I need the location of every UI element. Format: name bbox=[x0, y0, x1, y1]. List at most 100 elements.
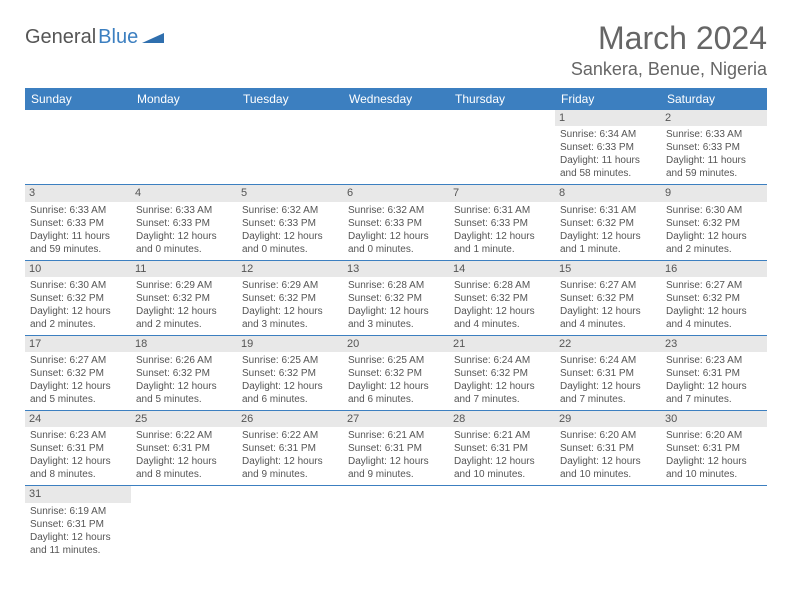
calendar-body: 1Sunrise: 6:34 AMSunset: 6:33 PMDaylight… bbox=[25, 110, 767, 561]
day-dl2: and 59 minutes. bbox=[666, 167, 762, 180]
day-ss: Sunset: 6:32 PM bbox=[348, 367, 444, 380]
day-sr: Sunrise: 6:22 AM bbox=[136, 429, 232, 442]
day-sr: Sunrise: 6:31 AM bbox=[560, 204, 656, 217]
day-ss: Sunset: 6:32 PM bbox=[30, 367, 126, 380]
day-dl2: and 4 minutes. bbox=[454, 318, 550, 331]
day-cell: 4Sunrise: 6:33 AMSunset: 6:33 PMDaylight… bbox=[131, 185, 237, 259]
week-row: 1Sunrise: 6:34 AMSunset: 6:33 PMDaylight… bbox=[25, 110, 767, 185]
day-number: 25 bbox=[131, 411, 237, 427]
day-dl2: and 9 minutes. bbox=[242, 468, 338, 481]
day-number: 20 bbox=[343, 336, 449, 352]
day-dl2: and 7 minutes. bbox=[560, 393, 656, 406]
weekday-header: Sunday bbox=[25, 88, 131, 110]
week-row: 10Sunrise: 6:30 AMSunset: 6:32 PMDayligh… bbox=[25, 261, 767, 336]
day-number: 1 bbox=[555, 110, 661, 126]
day-dl1: Daylight: 12 hours bbox=[454, 380, 550, 393]
day-sr: Sunrise: 6:33 AM bbox=[666, 128, 762, 141]
day-ss: Sunset: 6:31 PM bbox=[242, 442, 338, 455]
week-row: 17Sunrise: 6:27 AMSunset: 6:32 PMDayligh… bbox=[25, 336, 767, 411]
day-sr: Sunrise: 6:30 AM bbox=[30, 279, 126, 292]
day-dl1: Daylight: 12 hours bbox=[136, 230, 232, 243]
day-cell bbox=[237, 110, 343, 184]
day-number: 31 bbox=[25, 486, 131, 502]
day-cell bbox=[449, 110, 555, 184]
day-ss: Sunset: 6:31 PM bbox=[666, 367, 762, 380]
day-dl2: and 7 minutes. bbox=[666, 393, 762, 406]
day-ss: Sunset: 6:33 PM bbox=[136, 217, 232, 230]
day-cell: 22Sunrise: 6:24 AMSunset: 6:31 PMDayligh… bbox=[555, 336, 661, 410]
day-dl1: Daylight: 12 hours bbox=[348, 455, 444, 468]
day-sr: Sunrise: 6:29 AM bbox=[136, 279, 232, 292]
day-dl2: and 1 minute. bbox=[560, 243, 656, 256]
day-number: 26 bbox=[237, 411, 343, 427]
day-sr: Sunrise: 6:19 AM bbox=[30, 505, 126, 518]
day-dl1: Daylight: 12 hours bbox=[666, 230, 762, 243]
day-dl2: and 6 minutes. bbox=[242, 393, 338, 406]
day-number: 14 bbox=[449, 261, 555, 277]
day-ss: Sunset: 6:33 PM bbox=[242, 217, 338, 230]
day-cell: 5Sunrise: 6:32 AMSunset: 6:33 PMDaylight… bbox=[237, 185, 343, 259]
weekday-header: Thursday bbox=[449, 88, 555, 110]
day-number: 11 bbox=[131, 261, 237, 277]
weekday-header: Tuesday bbox=[237, 88, 343, 110]
header: GeneralBlue March 2024 Sankera, Benue, N… bbox=[25, 20, 767, 80]
day-dl2: and 10 minutes. bbox=[454, 468, 550, 481]
day-dl2: and 59 minutes. bbox=[30, 243, 126, 256]
day-ss: Sunset: 6:33 PM bbox=[666, 141, 762, 154]
day-dl1: Daylight: 12 hours bbox=[560, 305, 656, 318]
day-dl1: Daylight: 12 hours bbox=[666, 380, 762, 393]
day-ss: Sunset: 6:32 PM bbox=[560, 217, 656, 230]
day-dl2: and 2 minutes. bbox=[30, 318, 126, 331]
day-ss: Sunset: 6:33 PM bbox=[454, 217, 550, 230]
day-dl2: and 11 minutes. bbox=[30, 544, 126, 557]
day-number: 24 bbox=[25, 411, 131, 427]
day-number: 28 bbox=[449, 411, 555, 427]
day-sr: Sunrise: 6:30 AM bbox=[666, 204, 762, 217]
day-cell: 12Sunrise: 6:29 AMSunset: 6:32 PMDayligh… bbox=[237, 261, 343, 335]
day-dl1: Daylight: 12 hours bbox=[666, 305, 762, 318]
weekday-header-row: SundayMondayTuesdayWednesdayThursdayFrid… bbox=[25, 88, 767, 110]
day-cell bbox=[131, 486, 237, 560]
weekday-header: Monday bbox=[131, 88, 237, 110]
day-cell: 13Sunrise: 6:28 AMSunset: 6:32 PMDayligh… bbox=[343, 261, 449, 335]
day-cell: 11Sunrise: 6:29 AMSunset: 6:32 PMDayligh… bbox=[131, 261, 237, 335]
day-dl1: Daylight: 12 hours bbox=[30, 531, 126, 544]
day-dl2: and 10 minutes. bbox=[560, 468, 656, 481]
day-dl2: and 2 minutes. bbox=[666, 243, 762, 256]
day-cell bbox=[555, 486, 661, 560]
week-row: 24Sunrise: 6:23 AMSunset: 6:31 PMDayligh… bbox=[25, 411, 767, 486]
day-cell bbox=[343, 486, 449, 560]
day-cell: 8Sunrise: 6:31 AMSunset: 6:32 PMDaylight… bbox=[555, 185, 661, 259]
day-cell: 10Sunrise: 6:30 AMSunset: 6:32 PMDayligh… bbox=[25, 261, 131, 335]
day-sr: Sunrise: 6:33 AM bbox=[30, 204, 126, 217]
day-cell: 14Sunrise: 6:28 AMSunset: 6:32 PMDayligh… bbox=[449, 261, 555, 335]
day-cell: 1Sunrise: 6:34 AMSunset: 6:33 PMDaylight… bbox=[555, 110, 661, 184]
day-dl1: Daylight: 12 hours bbox=[136, 305, 232, 318]
day-cell: 28Sunrise: 6:21 AMSunset: 6:31 PMDayligh… bbox=[449, 411, 555, 485]
day-ss: Sunset: 6:31 PM bbox=[348, 442, 444, 455]
day-sr: Sunrise: 6:31 AM bbox=[454, 204, 550, 217]
day-sr: Sunrise: 6:32 AM bbox=[242, 204, 338, 217]
day-cell: 9Sunrise: 6:30 AMSunset: 6:32 PMDaylight… bbox=[661, 185, 767, 259]
day-number: 8 bbox=[555, 185, 661, 201]
weekday-header: Friday bbox=[555, 88, 661, 110]
day-ss: Sunset: 6:32 PM bbox=[136, 367, 232, 380]
day-dl2: and 2 minutes. bbox=[136, 318, 232, 331]
day-sr: Sunrise: 6:24 AM bbox=[454, 354, 550, 367]
day-number: 18 bbox=[131, 336, 237, 352]
day-sr: Sunrise: 6:29 AM bbox=[242, 279, 338, 292]
day-dl2: and 58 minutes. bbox=[560, 167, 656, 180]
day-ss: Sunset: 6:32 PM bbox=[454, 367, 550, 380]
day-number: 5 bbox=[237, 185, 343, 201]
day-cell bbox=[343, 110, 449, 184]
day-ss: Sunset: 6:31 PM bbox=[30, 518, 126, 531]
day-cell: 21Sunrise: 6:24 AMSunset: 6:32 PMDayligh… bbox=[449, 336, 555, 410]
day-sr: Sunrise: 6:23 AM bbox=[666, 354, 762, 367]
weekday-header: Wednesday bbox=[343, 88, 449, 110]
day-cell bbox=[449, 486, 555, 560]
day-dl1: Daylight: 12 hours bbox=[666, 455, 762, 468]
day-ss: Sunset: 6:32 PM bbox=[348, 292, 444, 305]
week-row: 31 Sunrise: 6:19 AMSunset: 6:31 PMDayligh… bbox=[25, 486, 767, 560]
day-ss: Sunset: 6:33 PM bbox=[348, 217, 444, 230]
title-block: March 2024 Sankera, Benue, Nigeria bbox=[571, 20, 767, 80]
